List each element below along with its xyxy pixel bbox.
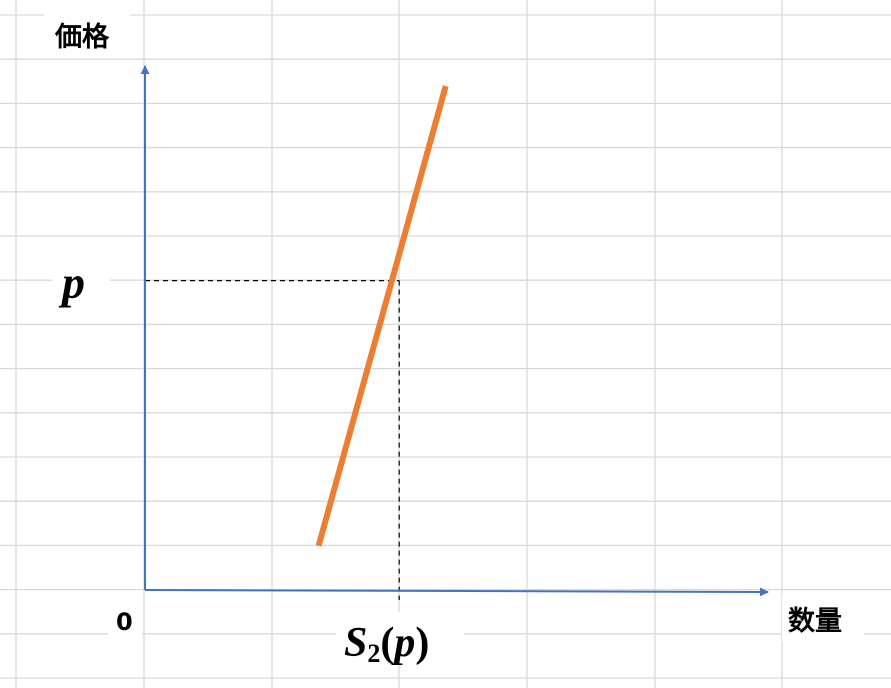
- price-label-bg: [52, 262, 110, 306]
- xlabel-bg: [782, 596, 864, 642]
- supply-line-0: [315, 85, 449, 547]
- axes: [140, 65, 769, 597]
- origin-label-bg: [108, 600, 142, 640]
- price-label: p: [58, 257, 85, 308]
- quantity-label-close-paren: ): [415, 620, 429, 666]
- quantity-label-func: S: [344, 620, 367, 666]
- x-axis: [144, 587, 769, 597]
- series-layer: [315, 85, 449, 547]
- x-axis-label: 数量: [788, 606, 842, 637]
- guide-lines: [145, 280, 400, 600]
- y-axis-label: 価格: [54, 22, 110, 53]
- quantity-label-arg: p: [391, 620, 415, 666]
- quantity-label-open-paren: (: [380, 620, 394, 666]
- origin-label: 0: [116, 608, 133, 636]
- quantity-label-subscript: 2: [367, 639, 380, 668]
- ylabel-bg: [44, 14, 130, 56]
- quantity-label: S2(p): [344, 620, 429, 668]
- quantity-label-bg: [336, 612, 464, 664]
